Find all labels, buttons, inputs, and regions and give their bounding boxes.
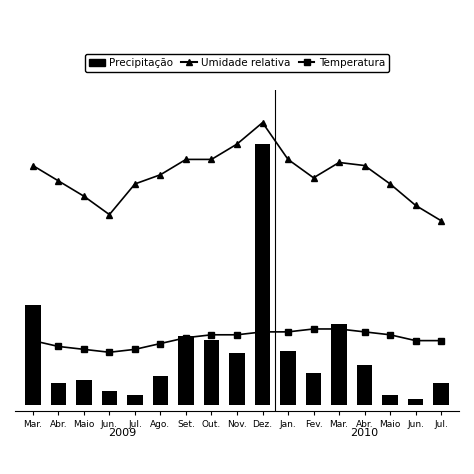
Temperatura <box>55 344 61 349</box>
Bar <box>306 373 321 405</box>
Umidade relativa <box>438 218 444 224</box>
Umidade relativa <box>55 178 61 184</box>
Bar <box>128 395 143 405</box>
Legend: Precipitação, Umidade relativa, Temperatura: Precipitação, Umidade relativa, Temperat… <box>85 54 389 73</box>
Umidade relativa <box>362 163 367 168</box>
Temperatura <box>234 332 240 337</box>
Bar <box>229 353 245 405</box>
Bar <box>204 339 219 405</box>
Text: 2010: 2010 <box>351 428 379 438</box>
Bar <box>76 380 91 405</box>
Temperatura <box>336 326 342 332</box>
Umidade relativa <box>183 156 189 162</box>
Temperatura <box>362 329 367 335</box>
Umidade relativa <box>387 181 393 187</box>
Umidade relativa <box>336 160 342 165</box>
Bar <box>255 144 270 405</box>
Bar <box>102 391 117 405</box>
Temperatura <box>285 329 291 335</box>
Temperatura <box>81 346 87 352</box>
Temperatura <box>183 335 189 340</box>
Line: Umidade relativa: Umidade relativa <box>29 119 445 224</box>
Temperatura <box>30 338 36 344</box>
Bar <box>153 375 168 405</box>
Temperatura <box>157 341 163 346</box>
Bar <box>434 383 449 405</box>
Bar <box>25 305 40 405</box>
Temperatura <box>209 332 214 337</box>
Temperatura <box>107 349 112 355</box>
Umidade relativa <box>234 141 240 147</box>
Umidade relativa <box>413 202 419 208</box>
Umidade relativa <box>132 181 138 187</box>
Bar <box>178 336 193 405</box>
Temperatura <box>260 329 265 335</box>
Bar <box>281 351 296 405</box>
Bar <box>383 395 398 405</box>
Umidade relativa <box>311 175 317 181</box>
Temperatura <box>132 346 138 352</box>
Bar <box>408 399 423 405</box>
Bar <box>51 383 66 405</box>
Bar <box>357 365 372 405</box>
Umidade relativa <box>209 156 214 162</box>
Umidade relativa <box>260 120 265 126</box>
Temperatura <box>311 326 317 332</box>
Temperatura <box>438 338 444 344</box>
Umidade relativa <box>285 156 291 162</box>
Umidade relativa <box>30 163 36 168</box>
Temperatura <box>387 332 393 337</box>
Temperatura <box>413 338 419 344</box>
Umidade relativa <box>157 172 163 178</box>
Bar <box>331 324 346 405</box>
Text: 2009: 2009 <box>108 428 137 438</box>
Umidade relativa <box>81 193 87 199</box>
Umidade relativa <box>107 212 112 218</box>
Line: Temperatura: Temperatura <box>30 326 444 355</box>
